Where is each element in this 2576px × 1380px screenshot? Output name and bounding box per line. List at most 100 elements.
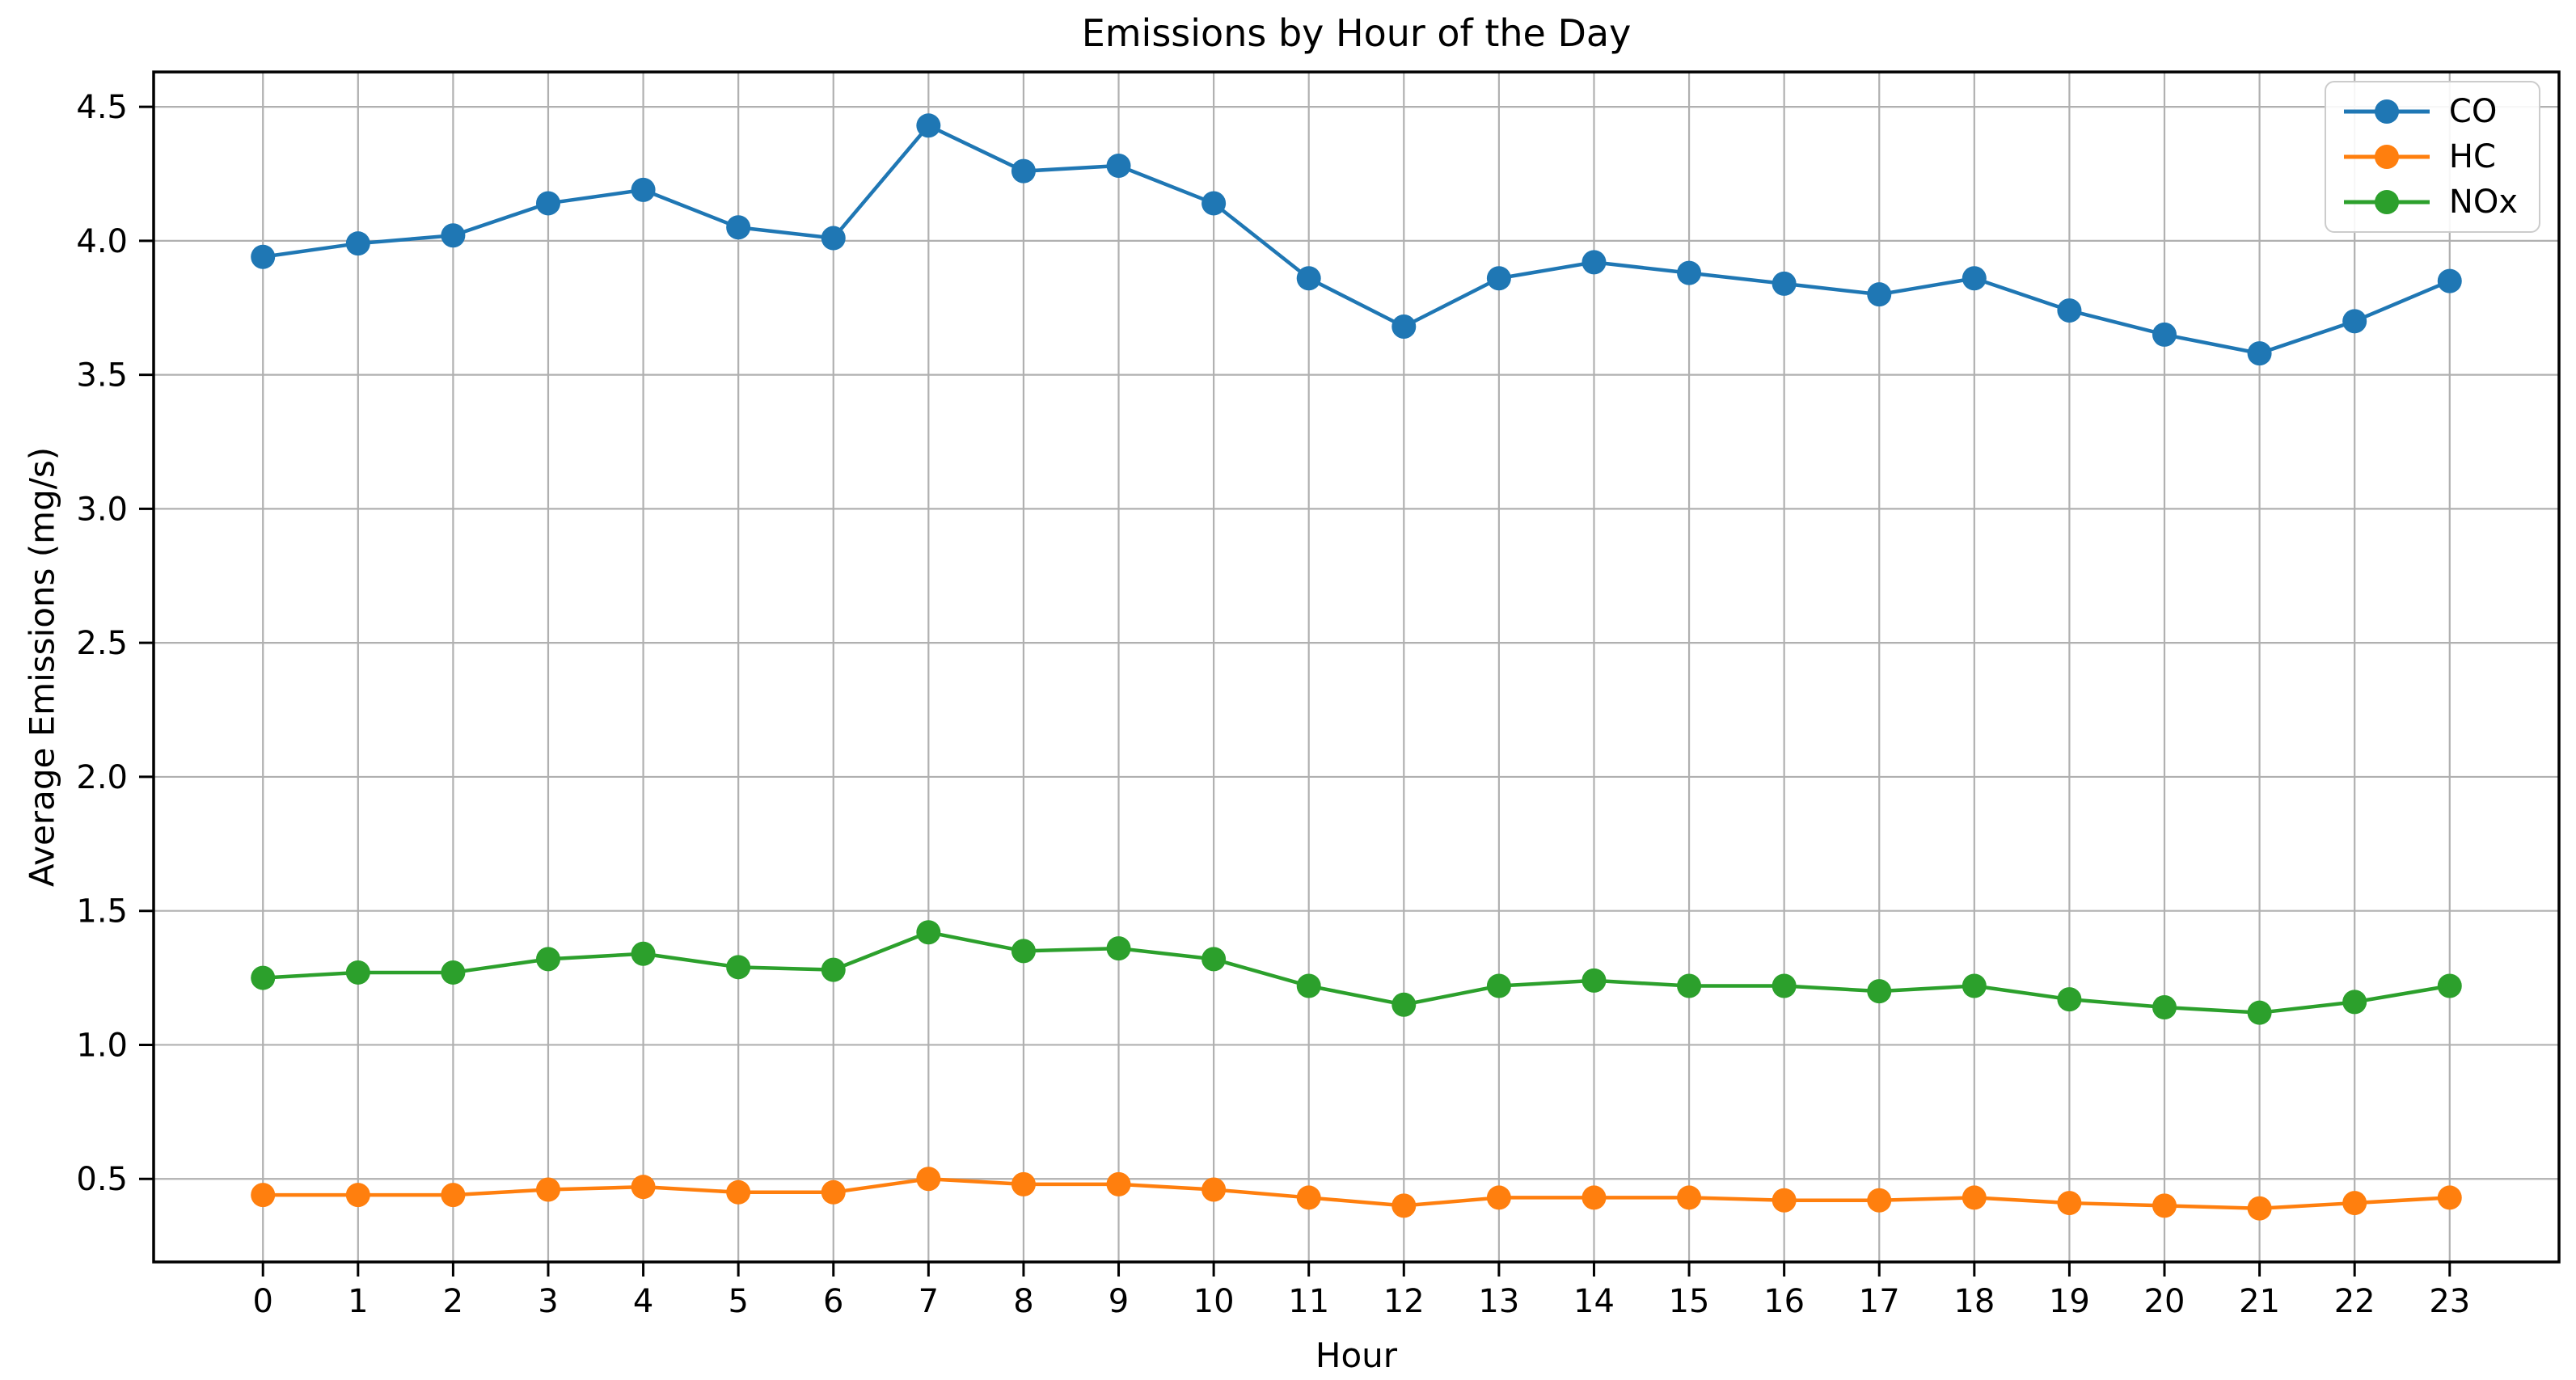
x-tick-label: 12 [1383,1283,1425,1320]
data-point-hc [1296,1185,1321,1210]
y-tick-label: 3.0 [76,491,128,528]
x-tick-label: 1 [348,1283,368,1320]
data-point-nox [1011,939,1036,964]
data-point-nox [1296,973,1321,998]
data-point-hc [1011,1171,1036,1196]
legend-label-co: CO [2448,93,2498,130]
x-tick-label: 17 [1859,1283,1900,1320]
x-tick-label: 9 [1109,1283,1129,1320]
data-point-nox [1391,992,1417,1017]
data-point-co [2342,309,2367,334]
data-point-hc [2152,1193,2177,1218]
data-point-co [1486,266,1511,291]
data-point-nox [2342,990,2367,1015]
data-point-co [535,191,560,216]
data-point-co [251,244,276,269]
data-point-nox [1677,973,1702,998]
x-tick-label: 19 [2049,1283,2090,1320]
legend-label-nox: NOx [2448,184,2518,221]
y-tick-label: 2.5 [76,625,128,662]
y-axis-label: Average Emissions (mg/s) [22,446,62,888]
legend-item-hc: HC [2342,141,2518,173]
axes-spines [152,70,2561,1264]
series-line-hc [260,1176,2452,1210]
data-point-hc [631,1175,656,1200]
x-tick-label: 2 [443,1283,463,1320]
data-point-hc [441,1183,466,1208]
y-tick-label: 4.5 [76,89,128,126]
data-point-hc [726,1180,751,1205]
data-point-hc [821,1180,846,1205]
data-point-nox [2057,987,2082,1012]
x-tick-label: 8 [1013,1283,1033,1320]
x-tick-label: 6 [823,1283,843,1320]
data-point-co [1391,314,1417,339]
data-point-hc [2247,1196,2272,1221]
y-tick-label: 2.0 [76,759,128,796]
data-point-hc [1772,1188,1797,1213]
y-tick-label: 0.5 [76,1161,128,1198]
data-point-nox [2437,973,2462,998]
data-point-nox [2152,995,2177,1020]
x-tick-label: 3 [538,1283,558,1320]
x-tick-label: 21 [2239,1283,2280,1320]
y-tick-label: 4.0 [76,223,128,260]
x-tick-label: 5 [728,1283,748,1320]
data-point-hc [2057,1191,2082,1216]
data-point-hc [1581,1185,1607,1210]
data-point-nox [535,947,560,972]
chart-title: Emissions by Hour of the Day [1081,11,1632,55]
x-tick-label: 11 [1288,1283,1329,1320]
data-point-co [2247,341,2272,366]
data-point-co [1106,154,1131,179]
data-point-nox [1581,968,1607,993]
data-point-co [1867,282,1892,307]
x-tick-label: 18 [1953,1283,1995,1320]
data-point-nox [2247,1000,2272,1025]
data-point-nox [1772,973,1797,998]
x-axis-label: Hour [1315,1336,1398,1375]
data-point-hc [1201,1177,1227,1202]
x-tick-label: 10 [1193,1283,1235,1320]
data-point-co [2152,322,2177,347]
x-tick-label: 4 [633,1283,653,1320]
data-point-co [345,231,370,256]
data-point-co [916,113,941,138]
data-point-hc [535,1177,560,1202]
data-point-co [1772,271,1797,296]
series-line-nox [260,930,2452,1015]
data-point-hc [1106,1171,1131,1196]
legend-line-sample-hc [2343,145,2430,169]
x-tick-label: 20 [2144,1283,2185,1320]
x-tick-label: 15 [1669,1283,1710,1320]
x-tick-label: 22 [2334,1283,2375,1320]
data-point-nox [1486,973,1511,998]
data-point-hc [2342,1191,2367,1216]
x-tick-label: 23 [2429,1283,2470,1320]
data-point-nox [251,965,276,990]
legend-item-co: CO [2342,95,2518,128]
data-point-nox [441,960,466,985]
data-point-hc [251,1183,276,1208]
data-point-co [1962,266,1987,291]
data-point-hc [1867,1188,1892,1213]
y-tick-label: 1.0 [76,1027,128,1064]
data-point-co [1201,191,1227,216]
data-point-nox [1201,947,1227,972]
legend-line-sample-nox [2343,190,2430,214]
data-point-nox [1867,979,1892,1004]
y-tick-label: 3.5 [76,357,128,395]
data-point-hc [345,1183,370,1208]
x-tick-label: 16 [1763,1283,1805,1320]
data-point-nox [916,920,941,945]
data-point-hc [1677,1185,1702,1210]
data-point-co [2057,298,2082,323]
data-point-hc [1486,1185,1511,1210]
data-point-co [1677,260,1702,285]
data-point-hc [1391,1193,1417,1218]
data-point-hc [1962,1185,1987,1210]
data-point-co [441,223,466,248]
x-tick-label: 7 [918,1283,939,1320]
legend: CO HC NOx [2324,81,2540,233]
